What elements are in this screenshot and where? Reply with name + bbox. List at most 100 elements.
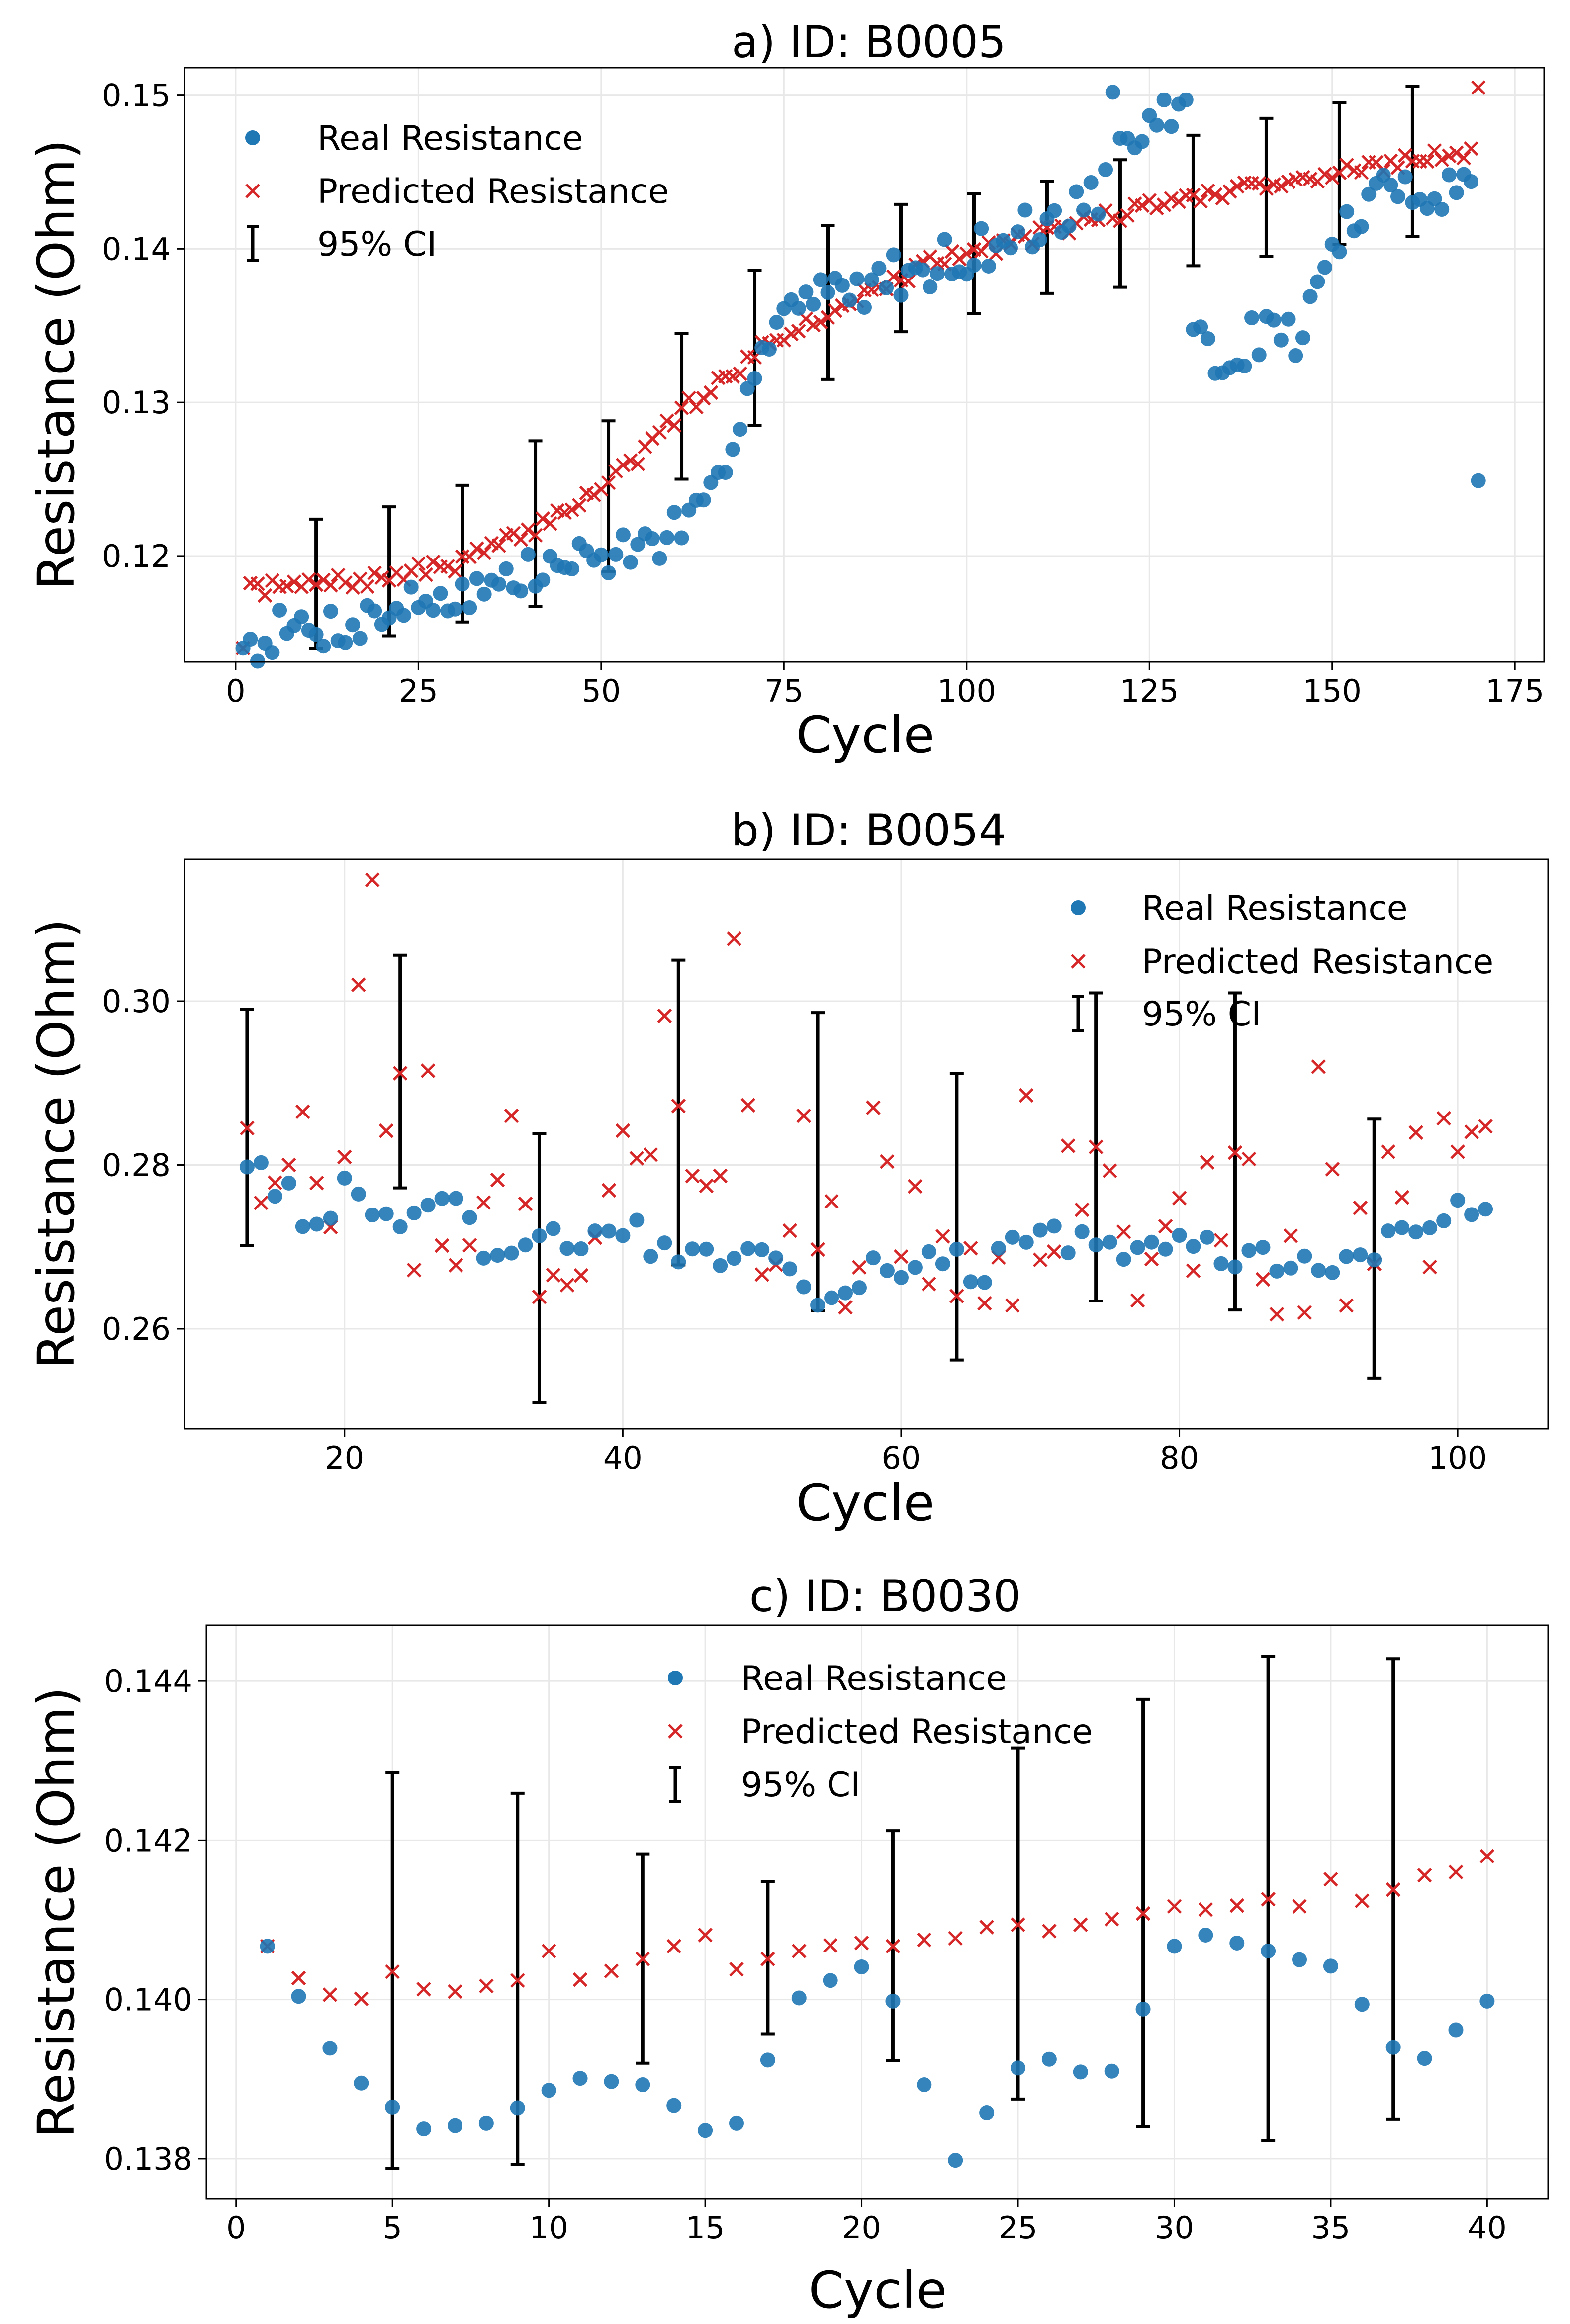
real-point	[425, 603, 441, 618]
predicted-point	[440, 558, 455, 574]
predicted-point	[462, 1238, 477, 1253]
real-point	[1295, 330, 1310, 346]
predicted-point	[1042, 1924, 1057, 1939]
real-point	[842, 292, 857, 308]
real-point	[1213, 1256, 1229, 1271]
real-point	[1011, 2060, 1026, 2076]
predicted-point	[616, 458, 631, 472]
predicted-point	[479, 1978, 494, 1994]
real-point	[448, 1191, 463, 1206]
predicted-point	[1149, 200, 1164, 216]
real-point	[630, 537, 646, 552]
real-point	[455, 576, 470, 592]
predicted-point	[1381, 1144, 1396, 1159]
real-point	[699, 1241, 714, 1257]
predicted-point	[1422, 1259, 1437, 1275]
real-point	[1102, 1234, 1117, 1250]
real-point	[1149, 117, 1164, 133]
legend-pred-label: Predicted Resistance	[741, 1712, 1093, 1752]
predicted-point	[659, 413, 674, 428]
legend-pred-marker	[1071, 954, 1086, 969]
predicted-point	[740, 1098, 755, 1113]
predicted-point	[1102, 1163, 1117, 1178]
real-point	[564, 561, 580, 576]
real-point	[879, 280, 894, 295]
predicted-point	[1144, 1251, 1159, 1267]
real-point	[1032, 232, 1047, 248]
predicted-point	[434, 1238, 450, 1253]
real-point	[718, 465, 733, 480]
predicted-point	[667, 418, 682, 433]
real-point	[1408, 1224, 1424, 1240]
real-point	[1158, 1241, 1173, 1257]
real-point	[323, 1210, 338, 1226]
real-point	[865, 1250, 881, 1266]
real-point	[1241, 1243, 1257, 1258]
real-point	[977, 1275, 992, 1290]
x-tick-label: 50	[581, 673, 621, 709]
real-point	[345, 617, 361, 633]
predicted-point	[901, 274, 916, 288]
real-point	[1104, 2063, 1119, 2079]
real-point	[1471, 473, 1486, 488]
real-point	[974, 221, 989, 236]
x-tick-label: 75	[764, 673, 804, 709]
predicted-point	[286, 574, 302, 589]
x-tick-label: 10	[529, 2210, 568, 2246]
legend: Real Resistance Predicted Resistance 95%…	[1071, 889, 1493, 1034]
real-point	[491, 576, 507, 592]
predicted-point	[885, 1939, 901, 1954]
real-point	[469, 571, 484, 586]
predicted-point	[949, 1289, 964, 1303]
predicted-point	[959, 246, 974, 261]
predicted-point	[1088, 1139, 1104, 1155]
x-tick-label: 20	[325, 1440, 364, 1476]
plot-frame	[184, 67, 1545, 663]
predicted-point	[1134, 198, 1150, 213]
predicted-point	[699, 1178, 714, 1194]
predicted-point	[360, 579, 375, 594]
predicted-point	[1200, 1155, 1215, 1170]
predicted-point	[1241, 1151, 1257, 1167]
real-point	[1317, 260, 1333, 275]
y-tick-label: 0.13	[102, 384, 171, 421]
predicted-point	[1130, 1293, 1145, 1308]
predicted-point	[240, 1120, 255, 1136]
real-point	[1261, 1943, 1276, 1958]
predicted-point	[977, 1296, 992, 1311]
predicted-point	[703, 385, 719, 400]
real-point	[685, 1241, 700, 1257]
real-point	[572, 2071, 588, 2086]
real-point	[1244, 310, 1260, 326]
x-tick-label: 5	[382, 2210, 402, 2246]
predicted-point	[601, 1183, 617, 1198]
predicted-point	[1471, 80, 1486, 95]
predicted-point	[630, 457, 646, 471]
real-point	[871, 261, 887, 276]
real-point	[782, 1261, 798, 1277]
real-point	[1135, 2001, 1151, 2017]
real-point	[1325, 1265, 1340, 1280]
real-point	[308, 627, 324, 642]
real-point	[1076, 202, 1091, 218]
real-point	[813, 272, 828, 287]
real-point	[791, 300, 806, 316]
predicted-point	[604, 1963, 619, 1978]
real-point	[608, 547, 624, 562]
real-point	[1354, 219, 1369, 234]
predicted-point	[1120, 208, 1135, 223]
real-point	[1383, 177, 1398, 192]
y-axis-label: Resistance (Ohm)	[27, 1687, 86, 2138]
real-point	[476, 586, 492, 602]
predicted-point	[713, 1168, 728, 1184]
predicted-point	[1005, 1298, 1020, 1313]
legend-ci-marker	[1072, 995, 1084, 1032]
real-point	[520, 547, 536, 562]
real-point	[834, 278, 850, 293]
real-point	[1251, 347, 1267, 363]
real-point	[1047, 203, 1062, 218]
legend-ci-marker	[669, 1766, 681, 1803]
real-point	[546, 1221, 561, 1236]
predicted-point	[518, 1196, 533, 1211]
real-point	[729, 2115, 744, 2131]
